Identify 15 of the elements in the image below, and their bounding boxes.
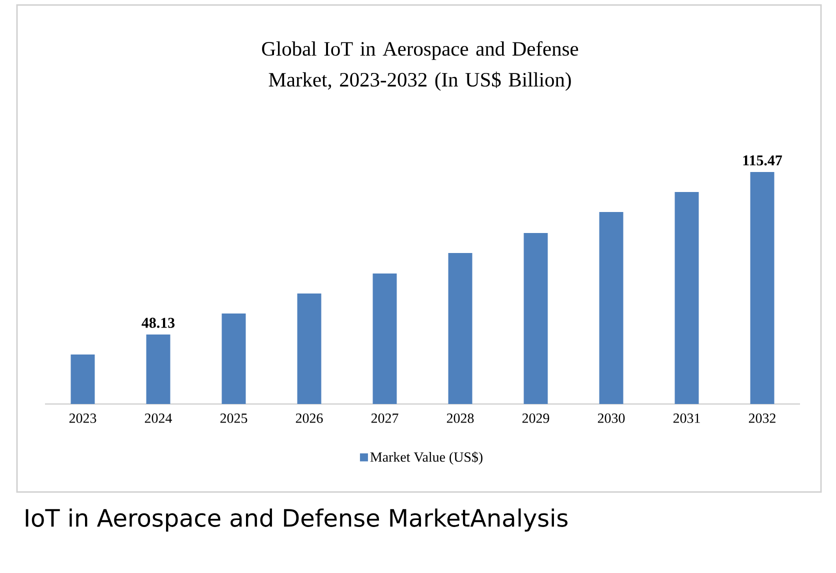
text: IoT in Aerospace and Defense MarketAnalysis: [26, 508, 568, 532]
x-tick-label: 2032: [748, 414, 776, 423]
x-tick-label: 2024: [144, 414, 172, 423]
data-label: 48.13: [142, 318, 175, 328]
x-tick-label: 2023: [69, 414, 96, 423]
x-tick-label: 2025: [220, 414, 248, 423]
chart-title: Global IoT in Aerospace and Defense Market, 2023-2032 (In US$ Billion): [262, 41, 578, 91]
x-tick-label: 2027: [371, 414, 398, 423]
x-tick-label: 2026: [296, 414, 323, 423]
x-tick-label: 2031: [673, 414, 700, 423]
data-label: 115.47: [743, 155, 782, 166]
x-tick-label: 2030: [598, 414, 625, 423]
legend-label: Market Value (US$): [370, 452, 482, 465]
x-tick-label: 2028: [446, 414, 474, 423]
x-tick-label: 2029: [522, 414, 550, 423]
